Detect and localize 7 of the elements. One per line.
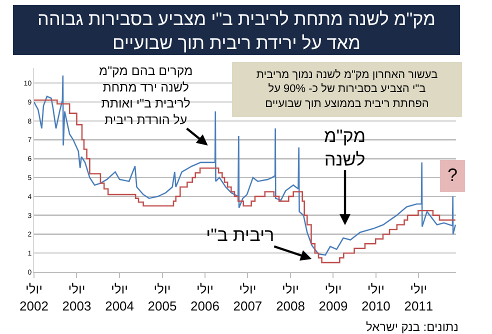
chart-title: מק"מ לשנה מתחת לריבית ב"י מצביע בסבירות גבוהה מאד על ירידת ריבית תוך שבועיים [13,5,460,55]
text: נתונים: בנק ישראל [366,320,458,334]
question-box: ? [440,160,465,192]
annotation: ריבית ב"י [206,225,274,245]
note-box: בעשור האחרון מק"מ לשנה נמוך מריבית ב"י הצביע בסבירות של כ- 90% על הפחתת ריבית בממוצע תוך שבועיים [232,62,462,117]
annotation: מקרים בהם מק"מ לשנה ירד מתחת לריבית ב"י ואותת על הורדת ריבית [99,64,193,127]
annotation: מק"מ לשנה [324,126,366,170]
